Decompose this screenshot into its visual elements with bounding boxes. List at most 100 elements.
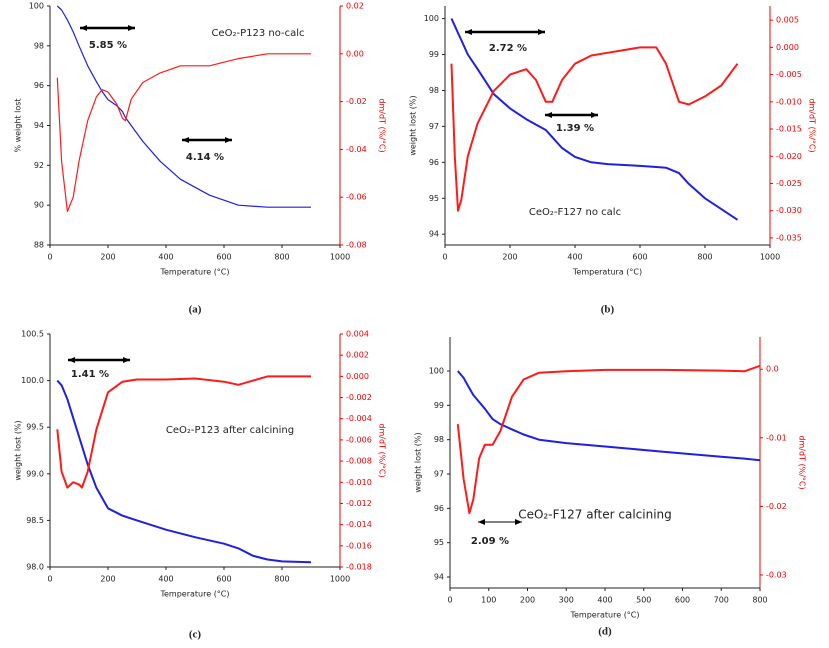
x-tick-label: 600 [216,253,231,262]
x-tick-label: 600 [675,596,690,605]
arrow-head [538,29,545,35]
y-tick-label: 99.5 [26,423,44,432]
data-line [450,18,739,221]
y2-tick-label: -0.06 [346,193,367,202]
x-axis-label: Temperature (°C) [159,590,229,599]
y-tick-label: 98 [34,41,44,50]
y-tick-label: 94 [429,230,439,239]
y-tick-label: 100.5 [21,330,44,339]
y2-tick-label: -0.014 [346,520,372,529]
x-tick-label: 400 [158,253,173,262]
y-axis-label: weight lost (%) [414,432,423,492]
arrow-head [123,357,130,363]
annotation: 2.09 % [471,536,509,547]
caption: (d) [598,626,612,638]
x-tick-label: 0 [447,596,452,605]
data-line [450,46,739,212]
x-tick-label: 500 [636,596,651,605]
y2-tick-label: -0.002 [346,393,372,402]
annotation: 5.85 % [89,40,127,51]
y2-tick-label: 0.002 [346,351,369,360]
x-axis-label: Temperature (°C) [159,268,229,277]
y2-axis-label: dm/dT (%/°C) [378,423,387,477]
arrow-head [80,25,87,31]
y2-axis-label: dm/dT (%/°C) [798,435,807,489]
y2-tick-label: -0.035 [776,233,802,242]
x-tick-label: 1000 [760,253,780,262]
x-tick-label: 600 [216,575,231,584]
x-tick-label: 0 [47,253,52,262]
annotation: 2.72 % [489,43,527,54]
x-tick-label: 700 [714,596,729,605]
caption: (c) [189,629,202,641]
y2-tick-label: -0.010 [346,478,372,487]
y-tick-label: 100.0 [21,376,44,385]
y2-tick-label: 0.000 [776,43,799,52]
arrow-head [478,519,485,525]
y-tick-label: 100 [429,366,444,375]
x-tick-label: 600 [632,253,647,262]
y2-tick-label: -0.025 [776,179,802,188]
y2-tick-label: 0.000 [346,372,369,381]
y2-tick-label: -0.015 [776,125,802,134]
y-tick-label: 98 [429,86,439,95]
y-tick-label: 96 [429,158,439,167]
y-tick-label: 95 [434,538,444,547]
y2-tick-label: -0.012 [346,499,372,508]
x-tick-label: 800 [697,253,712,262]
arrow-head [515,519,522,525]
y-tick-label: 99.0 [26,469,44,478]
arrow-head [128,25,135,31]
y2-tick-label: -0.006 [346,435,372,444]
x-tick-label: 400 [597,596,612,605]
y2-tick-label: 0.004 [346,330,369,339]
x-tick-label: 100 [481,596,496,605]
arrow-head [545,112,552,118]
y2-tick-label: -0.005 [776,70,802,79]
data-line [56,379,312,564]
y2-tick-label: -0.020 [776,152,802,161]
y2-tick-label: 0.00 [346,49,364,58]
caption: (b) [601,304,615,316]
annotation: 4.14 % [186,152,224,163]
y-tick-label: 88 [34,241,44,250]
x-tick-label: 800 [274,253,289,262]
y2-axis-label: dm/dT (%/°C) [378,98,387,152]
y2-tick-label: -0.01 [766,433,787,442]
y-tick-label: 100 [29,2,44,11]
y-tick-label: 97 [434,470,444,479]
x-tick-label: 200 [502,253,517,262]
y-tick-label: 98 [434,435,444,444]
y2-tick-label: -0.016 [346,541,372,550]
arrow-head [225,137,232,143]
y2-tick-label: 0.0 [766,365,779,374]
y2-tick-label: -0.02 [766,502,787,511]
y-tick-label: 97 [429,122,439,131]
y2-tick-label: -0.008 [346,457,372,466]
annotation: CeO₂-F127 after calcining [518,508,672,522]
y-tick-label: 96 [434,504,444,513]
y2-tick-label: -0.030 [776,206,802,215]
x-tick-label: 1000 [330,575,350,584]
x-tick-label: 0 [47,575,52,584]
x-tick-label: 400 [158,575,173,584]
y-tick-label: 98.5 [26,516,44,525]
y2-tick-label: -0.03 [766,570,787,579]
annotation: 1.41 % [71,369,109,380]
y-tick-label: 92 [34,161,44,170]
y-tick-label: 95 [429,194,439,203]
x-tick-label: 200 [100,253,115,262]
x-tick-label: 300 [559,596,574,605]
y-tick-label: 96 [34,81,44,90]
caption: (a) [189,304,202,316]
x-tick-label: 200 [100,575,115,584]
y2-tick-label: -0.004 [346,414,372,423]
annotation: CeO₂-P123 no-calc [211,28,304,39]
y-axis-label: weight lost (%) [409,95,418,155]
y-tick-label: 94 [434,573,444,582]
arrow-head [68,357,75,363]
y2-tick-label: -0.018 [346,563,372,572]
y2-tick-label: 0.005 [776,16,799,25]
